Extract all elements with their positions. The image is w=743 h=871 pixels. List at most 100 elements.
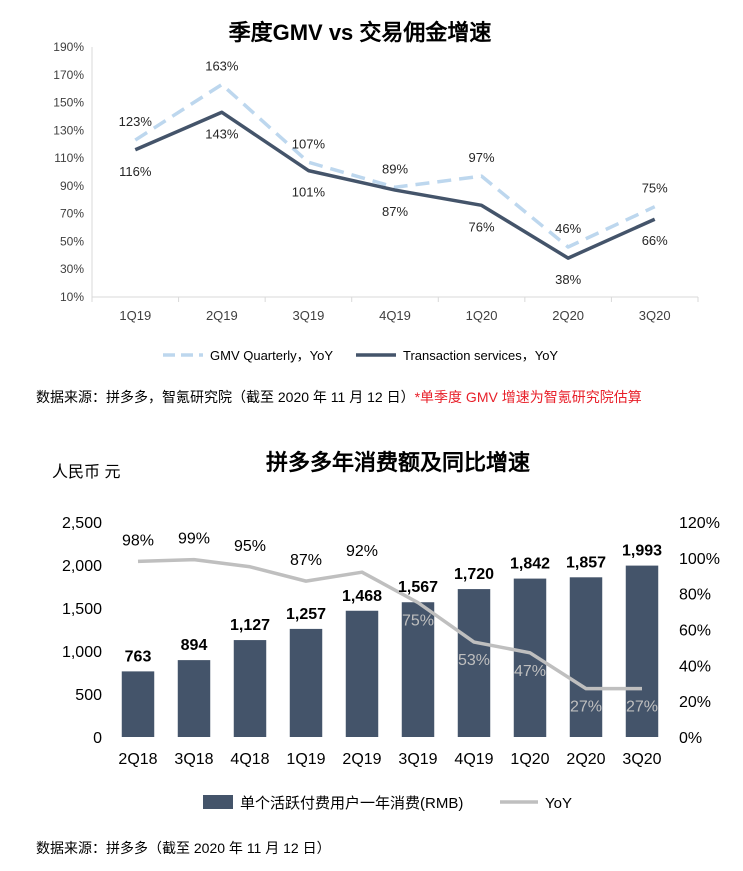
yoy-data-label: 99% <box>178 531 210 548</box>
spend-bar-label: 763 <box>125 648 152 665</box>
chart2-right-tick-label: 60% <box>679 623 711 640</box>
chart1-x-tick-label: 4Q19 <box>379 308 411 323</box>
yoy-data-label: 27% <box>570 699 602 716</box>
spend-bar-label: 894 <box>181 637 208 654</box>
spend-bar-label: 1,468 <box>342 588 382 605</box>
chart1-y-tick-label: 150% <box>53 96 84 110</box>
chart2-x-tick-label: 1Q20 <box>510 751 549 768</box>
yoy-data-label: 47% <box>514 663 546 680</box>
chart2-right-tick-label: 0% <box>679 730 702 747</box>
chart2-left-tick-label: 1,500 <box>62 601 102 618</box>
chart2-data-labels: 763 894 1,127 1,257 1,468 1,567 1,720 1,842 1,85… <box>122 531 662 716</box>
spend-bar <box>177 660 211 737</box>
chart2-left-tick-label: 0 <box>93 730 102 747</box>
gmv-data-label: 97% <box>469 150 495 165</box>
chart2-right-tick-label: 100% <box>679 551 720 568</box>
chart2-x-tick-label: 3Q20 <box>622 751 661 768</box>
transaction-data-label: 38% <box>555 272 581 287</box>
gmv-data-label: 123% <box>119 114 153 129</box>
chart2-left-tick-label: 2,000 <box>62 558 102 575</box>
chart2-right-tick-label: 80% <box>679 587 711 604</box>
spend-bar-label: 1,127 <box>230 617 270 634</box>
chart2-bars <box>121 565 659 737</box>
transaction-yoy-line <box>134 110 656 260</box>
chart1-title: 季度GMV vs 交易佣金增速 <box>229 20 492 45</box>
chart2-x-tick-label: 2Q19 <box>342 751 381 768</box>
spend-bar-label: 1,720 <box>454 566 494 583</box>
yoy-data-label: 87% <box>290 552 322 569</box>
spend-bar <box>513 578 547 737</box>
legend-spend-swatch <box>203 795 233 809</box>
yoy-data-label: 75% <box>402 613 434 630</box>
chart2-x-tick-label: 3Q18 <box>174 751 213 768</box>
yoy-line <box>137 557 642 691</box>
chart2-right-tick-label: 20% <box>679 694 711 711</box>
chart1-source-main: 数据来源：拼多多，智氪研究院（截至 2020 年 11 月 12 日） <box>36 389 415 405</box>
chart2-x-tick-label: 2Q20 <box>566 751 605 768</box>
chart2-x-tick-label: 4Q19 <box>454 751 493 768</box>
gmv-data-label: 89% <box>382 161 408 176</box>
chart1-y-tick-label: 130% <box>53 123 84 137</box>
chart2-legend: 单个活跃付费用户一年消费(RMB) YoY <box>203 795 572 812</box>
spend-bar <box>233 640 267 737</box>
chart2-left-tick-label: 1,000 <box>62 644 102 661</box>
chart2-right-tick-label: 40% <box>679 658 711 675</box>
spend-bar <box>457 589 491 737</box>
chart1-series <box>134 82 656 260</box>
annual-spend-bar-chart: 拼多多年消费额及同比增速 人民币 元 0 500 1,000 1,500 2,000 2,… <box>52 450 720 812</box>
transaction-data-label: 66% <box>642 233 668 248</box>
yoy-data-label: 95% <box>234 538 266 555</box>
chart1-x-tick-label: 1Q19 <box>119 308 151 323</box>
chart1-y-tick-label: 190% <box>53 40 84 54</box>
chart2-left-tick-label: 2,500 <box>62 515 102 532</box>
gmv-data-label: 163% <box>205 59 239 74</box>
spend-bar <box>345 610 379 737</box>
spend-bar-label: 1,857 <box>566 554 606 571</box>
gmv-yoy-line <box>134 82 656 249</box>
chart2-right-tick-label: 120% <box>679 515 720 532</box>
chart1-x-tick-label: 2Q20 <box>552 308 584 323</box>
spend-bar <box>401 602 435 737</box>
transaction-data-label: 143% <box>205 126 239 141</box>
transaction-data-label: 116% <box>119 164 152 179</box>
chart1-y-tick-label: 170% <box>53 68 84 82</box>
chart1-y-tick-label: 30% <box>60 262 84 276</box>
chart2-axes: 0 500 1,000 1,500 2,000 2,500 0% 20% 40% 60% 80% 10… <box>62 515 720 768</box>
chart1-y-tick-label: 110% <box>54 151 84 165</box>
chart1-y-tick-label: 10% <box>60 290 84 304</box>
transaction-data-label: 101% <box>292 185 326 200</box>
yoy-data-label: 53% <box>458 652 490 669</box>
spend-bar <box>625 565 659 737</box>
chart1-source-note: *单季度 GMV 增速为智氪研究院估算 <box>414 389 642 405</box>
gmv-data-label: 46% <box>555 221 581 236</box>
spend-bar <box>569 577 603 737</box>
legend-spend-label: 单个活跃付费用户一年消费(RMB) <box>240 795 463 812</box>
chart1-y-tick-label: 70% <box>60 207 84 221</box>
transaction-data-label: 76% <box>469 219 495 234</box>
gmv-data-label: 107% <box>292 136 326 151</box>
chart2-x-tick-label: 3Q19 <box>398 751 437 768</box>
chart1-x-tick-label: 2Q19 <box>206 308 238 323</box>
chart1-x-tick-label: 1Q20 <box>466 308 498 323</box>
chart1-source: 数据来源：拼多多，智氪研究院（截至 2020 年 11 月 12 日）*单季度 … <box>36 387 642 407</box>
chart1-y-tick-label: 50% <box>60 234 84 248</box>
chart2-x-tick-label: 2Q18 <box>118 751 157 768</box>
spend-bar-label: 1,993 <box>622 543 662 560</box>
gmv-vs-commission-line-chart: 季度GMV vs 交易佣金增速 10% 30% 50% 70% 90% 110% 130% 1… <box>53 20 699 363</box>
yoy-data-label: 27% <box>626 699 658 716</box>
yoy-data-label: 92% <box>346 543 378 560</box>
chart1-y-tick-label: 90% <box>60 179 84 193</box>
chart2-source: 数据来源：拼多多（截至 2020 年 11 月 12 日） <box>36 840 331 856</box>
yoy-data-label: 98% <box>122 532 154 549</box>
legend-gmv-label: GMV Quarterly，YoY <box>210 348 333 363</box>
chart1-x-tick-label: 3Q20 <box>639 308 671 323</box>
chart2-unit-label: 人民币 元 <box>52 463 120 481</box>
spend-bar-label: 1,257 <box>286 606 326 623</box>
spend-bar-label: 1,842 <box>510 556 550 573</box>
chart2-title: 拼多多年消费额及同比增速 <box>266 450 530 475</box>
spend-bar <box>121 671 155 737</box>
chart1-legend: GMV Quarterly，YoY Transaction services，Y… <box>163 348 558 363</box>
transaction-data-label: 87% <box>382 204 408 219</box>
chart2-yoy-series <box>137 557 642 691</box>
chart2-x-tick-label: 4Q18 <box>230 751 269 768</box>
